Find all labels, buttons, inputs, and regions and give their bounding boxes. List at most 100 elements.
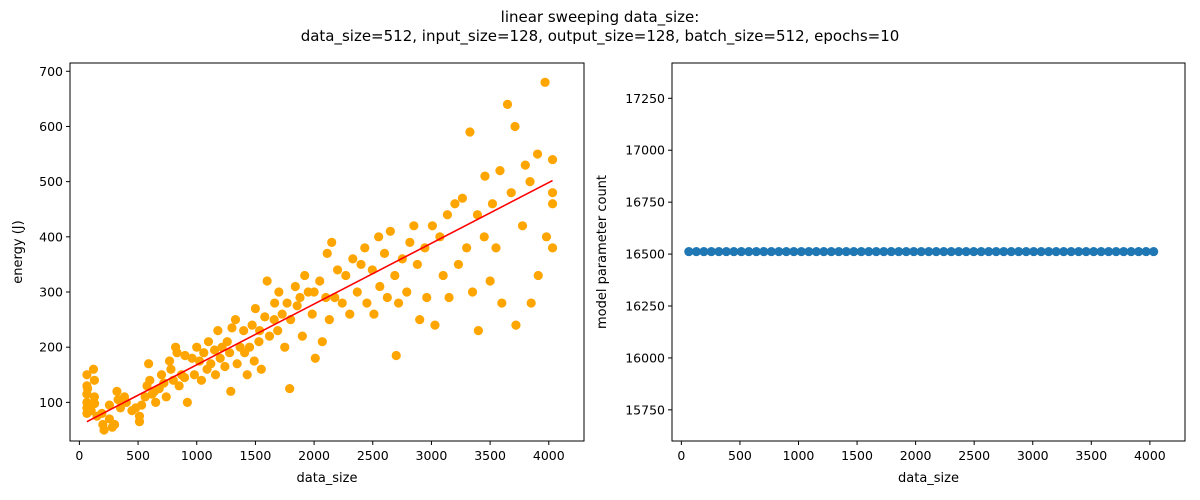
y-tick-label: 200	[39, 340, 63, 355]
data-point	[465, 127, 475, 137]
axes-frame	[69, 62, 585, 442]
data-point	[1096, 246, 1106, 257]
data-point	[1104, 246, 1114, 257]
data-point	[939, 246, 949, 257]
data-point	[136, 400, 147, 410]
data-point	[242, 370, 252, 380]
data-point	[472, 210, 483, 220]
data-point	[879, 246, 889, 257]
data-point	[104, 400, 115, 410]
x-tick-label: 500	[728, 448, 752, 463]
data-point	[901, 246, 911, 257]
x-tick-label: 0	[75, 448, 83, 463]
data-point	[295, 292, 305, 303]
data-point	[374, 232, 384, 242]
data-point	[547, 154, 558, 165]
data-point	[781, 246, 791, 257]
data-point	[250, 303, 261, 314]
data-point	[864, 246, 874, 257]
data-point	[277, 309, 287, 319]
data-point	[909, 246, 919, 257]
data-point	[961, 246, 971, 257]
data-point	[751, 246, 761, 257]
data-point	[112, 386, 122, 396]
fit-line	[86, 179, 553, 423]
data-point	[1021, 246, 1031, 257]
data-point	[317, 337, 327, 347]
data-point	[227, 323, 237, 333]
data-point	[946, 246, 956, 257]
data-point	[174, 381, 184, 391]
data-point	[297, 331, 307, 341]
data-point	[262, 276, 272, 286]
data-point	[337, 298, 347, 308]
data-point	[145, 375, 155, 385]
data-point	[151, 397, 161, 407]
data-point	[309, 287, 319, 297]
data-point	[82, 370, 92, 380]
data-point	[976, 246, 986, 257]
data-point	[699, 246, 709, 257]
data-point	[729, 246, 739, 257]
data-point	[307, 309, 317, 319]
data-point	[254, 337, 264, 347]
data-point	[834, 246, 844, 257]
data-point	[479, 232, 489, 242]
data-point	[532, 149, 543, 159]
data-point	[199, 348, 209, 358]
data-point	[341, 270, 351, 281]
x-tick-label: 4000	[1134, 448, 1166, 463]
data-point	[430, 320, 440, 330]
data-point	[345, 309, 355, 319]
data-point	[156, 370, 167, 380]
data-point	[796, 246, 806, 257]
data-point	[547, 199, 558, 209]
data-point	[422, 292, 432, 303]
data-point	[457, 193, 468, 203]
data-point	[502, 99, 513, 109]
data-point	[179, 372, 190, 383]
data-point	[736, 246, 746, 257]
data-point	[230, 314, 241, 325]
data-point	[269, 314, 279, 325]
data-point	[984, 246, 994, 257]
data-point	[360, 243, 370, 253]
data-point	[856, 246, 866, 257]
data-point	[525, 177, 535, 187]
data-point	[215, 353, 225, 363]
y-tick-label: 700	[39, 64, 63, 79]
data-point	[774, 246, 784, 257]
x-tick-label: 3000	[1017, 448, 1049, 463]
data-point	[826, 246, 836, 257]
data-point	[721, 246, 731, 257]
data-point	[691, 246, 701, 257]
data-point	[109, 419, 120, 430]
data-point	[166, 364, 176, 374]
data-point	[180, 350, 190, 361]
data-point	[495, 166, 505, 176]
data-point	[89, 375, 100, 385]
x-tick-label: 2000	[900, 448, 932, 463]
x-tick-label: 4000	[533, 448, 565, 463]
data-point	[841, 246, 851, 257]
data-point	[352, 287, 362, 297]
data-point	[511, 320, 521, 330]
data-point	[1074, 246, 1084, 257]
x-tick-label: 2500	[958, 448, 990, 463]
data-point	[485, 276, 495, 286]
data-point	[506, 188, 516, 198]
data-point	[991, 246, 1001, 257]
data-point	[473, 326, 483, 336]
data-point	[222, 337, 232, 347]
data-point	[187, 353, 197, 363]
data-point	[1081, 246, 1091, 257]
data-point	[282, 298, 292, 308]
data-point	[196, 375, 207, 385]
data-point	[210, 370, 221, 380]
data-point	[1141, 246, 1151, 257]
data-point	[382, 292, 392, 303]
y-tick-label: 100	[39, 395, 63, 410]
data-point	[172, 348, 182, 358]
data-point	[224, 348, 235, 358]
